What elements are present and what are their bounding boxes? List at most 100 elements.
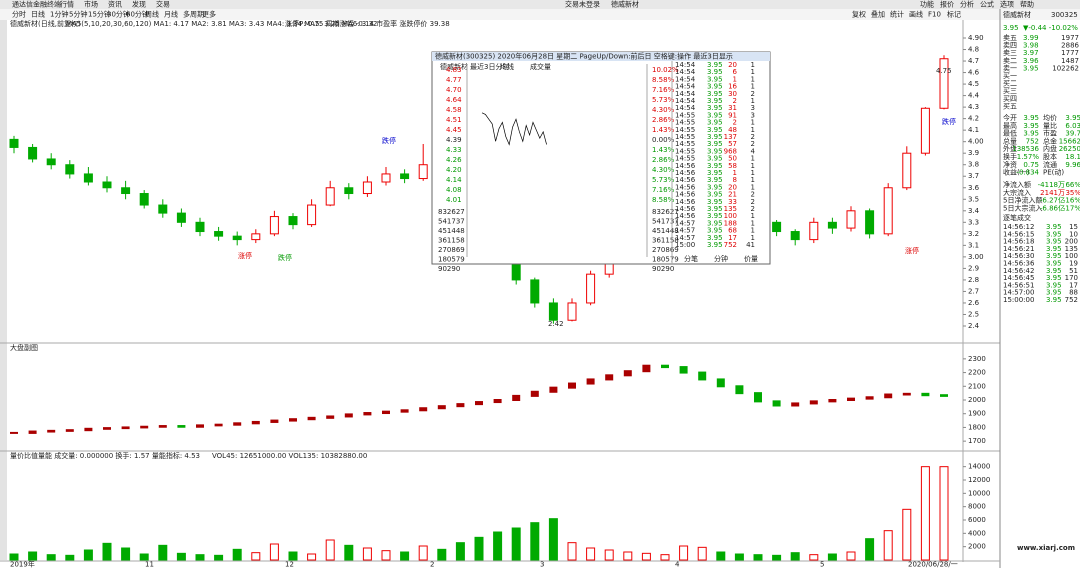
vol-label: 361158	[652, 237, 679, 245]
popup-tab[interactable]: 分钟	[714, 254, 728, 263]
trade-cell: 752	[724, 241, 737, 249]
candle-body	[418, 164, 428, 180]
menu-item[interactable]: 功能	[920, 0, 934, 9]
menu-item[interactable]: 分析	[960, 0, 974, 9]
trade-cell: 8	[733, 176, 737, 184]
popup-tab[interactable]: 价量	[744, 255, 758, 263]
stat-cell: 3.95	[1023, 130, 1039, 138]
menu-item[interactable]: 市场	[84, 0, 98, 9]
popup-titlebar	[432, 52, 770, 61]
index-bar	[363, 412, 372, 416]
y-tick-label: 4.4	[968, 92, 980, 100]
trade-cell: 2	[751, 133, 755, 141]
index-bar	[716, 378, 725, 388]
stat-cell: 流通	[1043, 160, 1057, 169]
y-tick-label: 3.4	[968, 207, 980, 215]
stat-cell: 0.75	[1023, 161, 1039, 169]
trade-cell: 1	[751, 83, 755, 91]
tick-cell: 17	[1069, 281, 1078, 289]
book-cell: 2886	[1061, 42, 1079, 50]
vol-label: 270869	[438, 246, 465, 254]
period-tab[interactable]: 分时	[12, 10, 26, 19]
trade-cell: 188	[724, 219, 737, 227]
popup-tab[interactable]: 均线	[500, 62, 514, 71]
tick-cell: 3.95	[1046, 252, 1062, 260]
popup-tab[interactable]: 最近3日分时	[470, 62, 509, 71]
menu-item[interactable]: 公式	[980, 0, 994, 9]
trade-cell: 3.95	[707, 234, 723, 242]
trade-cell: 3	[751, 111, 755, 119]
tool-button[interactable]: 统计	[890, 10, 904, 19]
tool-button[interactable]: 叠加	[871, 10, 885, 19]
trade-cell: 1	[751, 119, 755, 127]
y-tick-label: 2.9	[968, 264, 979, 272]
book-cell: 1777	[1061, 49, 1079, 57]
menu-item[interactable]: 资讯	[108, 0, 122, 9]
tick-cell: 51	[1069, 267, 1078, 275]
volume-bar	[65, 554, 75, 561]
trade-cell: 14:54	[675, 97, 696, 105]
period-tab[interactable]: 5分钟	[69, 10, 87, 19]
pct-label: 1.43%	[652, 146, 675, 154]
trade-cell: 3.95	[707, 176, 723, 184]
menu-item[interactable]: 交易	[156, 0, 170, 9]
tick-cell: 3.95	[1046, 267, 1062, 275]
trade-cell: 14:54	[675, 68, 696, 76]
index-bar	[828, 399, 837, 403]
period-tab[interactable]: 1分钟	[50, 10, 68, 19]
stat-cell: 15662	[1059, 137, 1080, 145]
popup-tab[interactable]: 成交量	[530, 62, 551, 71]
tool-button[interactable]: F10	[928, 11, 941, 19]
flow-cell: -4118万	[1038, 181, 1065, 189]
period-tab[interactable]: 月线	[164, 10, 178, 19]
period-tab[interactable]: 更多	[202, 10, 216, 19]
trade-cell: 14:56	[675, 176, 696, 184]
candle-body	[65, 164, 75, 175]
book-cell: 3.98	[1023, 42, 1039, 50]
watermark: www.xiarj.com	[1017, 544, 1075, 552]
popup-tab[interactable]: 分笔	[684, 254, 698, 263]
candle-body	[251, 233, 261, 241]
price-label: 4.45	[446, 126, 462, 134]
candle-body	[865, 210, 875, 235]
flow-cell: 66%	[1065, 181, 1080, 189]
index-bar	[437, 405, 446, 410]
index-bar	[809, 400, 818, 405]
y-tick-label: 1800	[968, 423, 986, 431]
pct-label: 4.30%	[652, 166, 675, 174]
period-tab[interactable]: 日线	[31, 10, 45, 19]
y-tick-label: 4.5	[968, 80, 979, 88]
tool-button[interactable]: 画线	[909, 10, 923, 19]
menu-item[interactable]: 选项	[1000, 0, 1014, 9]
trade-cell: 14:55	[675, 133, 695, 141]
tick-cell: 14:56:15	[1003, 230, 1034, 238]
stat-cell: 752	[1026, 137, 1039, 145]
menu-item[interactable]: 行情	[60, 0, 74, 9]
period-tab[interactable]: 15分钟	[88, 10, 111, 19]
menu-item[interactable]: 报价	[940, 0, 954, 9]
popup-price-line	[481, 112, 547, 146]
volume-bar	[790, 552, 800, 561]
trade-cell: 2	[751, 191, 755, 199]
menu-item[interactable]: 帮助	[1020, 0, 1034, 9]
tool-button[interactable]: 复权	[852, 10, 866, 19]
volume-bar	[176, 552, 186, 561]
price-label: 4.01	[446, 196, 462, 204]
tick-cell: 200	[1065, 238, 1078, 246]
period-tab[interactable]: 多周期	[183, 10, 204, 19]
trade-cell: 3.95	[707, 183, 723, 191]
tool-button[interactable]: 标记	[947, 10, 961, 19]
y-tick-label: 4.6	[968, 69, 980, 77]
menu-item[interactable]: 发现	[132, 0, 146, 9]
volume-bar	[9, 553, 19, 561]
popup-tab[interactable]: 德威新材	[440, 62, 468, 71]
index-bar	[400, 409, 409, 413]
volume-bar	[697, 546, 707, 561]
change: ▼-0.44 -10.02%	[1023, 24, 1078, 32]
volume-bar	[623, 551, 633, 561]
period-tab[interactable]: 60分钟	[126, 10, 149, 19]
period-tab[interactable]: 周线	[145, 10, 159, 19]
y-tick-label: 6000	[968, 516, 986, 524]
y-tick-label: 3.00	[968, 253, 984, 261]
period-tab[interactable]: 30分钟	[107, 10, 130, 19]
